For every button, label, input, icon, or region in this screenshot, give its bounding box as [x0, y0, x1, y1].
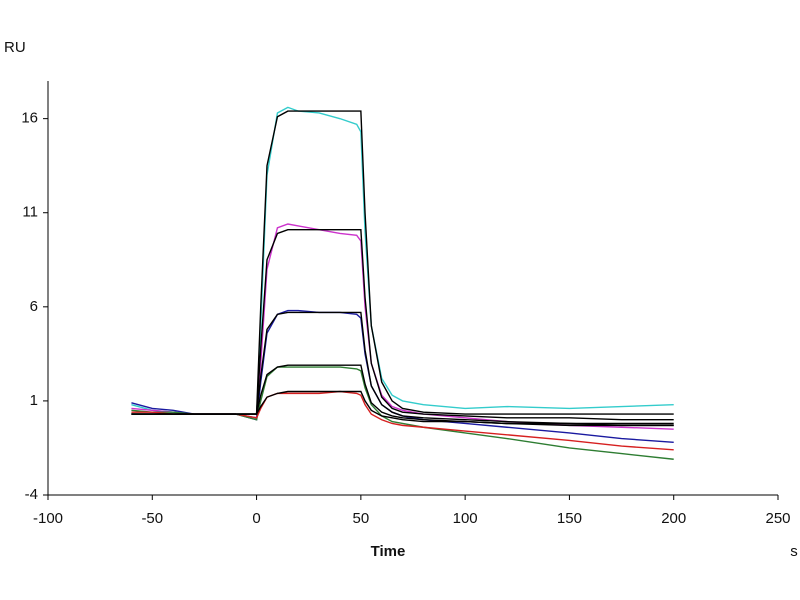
x-tick-label: 100 — [453, 510, 478, 527]
x-tick-label: 150 — [557, 510, 582, 527]
x-tick-label: -100 — [33, 510, 63, 527]
y-tick-label: -4 — [25, 486, 38, 503]
y-tick-label: 6 — [30, 298, 38, 315]
y-tick-label: 16 — [21, 110, 38, 127]
y-tick-label: 11 — [22, 204, 38, 221]
x-axis-label: Time — [371, 543, 406, 560]
x-tick-label: 50 — [353, 510, 370, 527]
x-axis-unit: s — [790, 543, 798, 560]
y-axis-label: RU — [4, 39, 26, 56]
x-tick-label: -50 — [141, 510, 163, 527]
data-line — [131, 390, 674, 425]
x-tick-label: 200 — [661, 510, 686, 527]
y-tick-label: 1 — [30, 392, 38, 409]
x-tick-label: 0 — [252, 510, 260, 527]
x-tick-label: 250 — [765, 510, 790, 527]
